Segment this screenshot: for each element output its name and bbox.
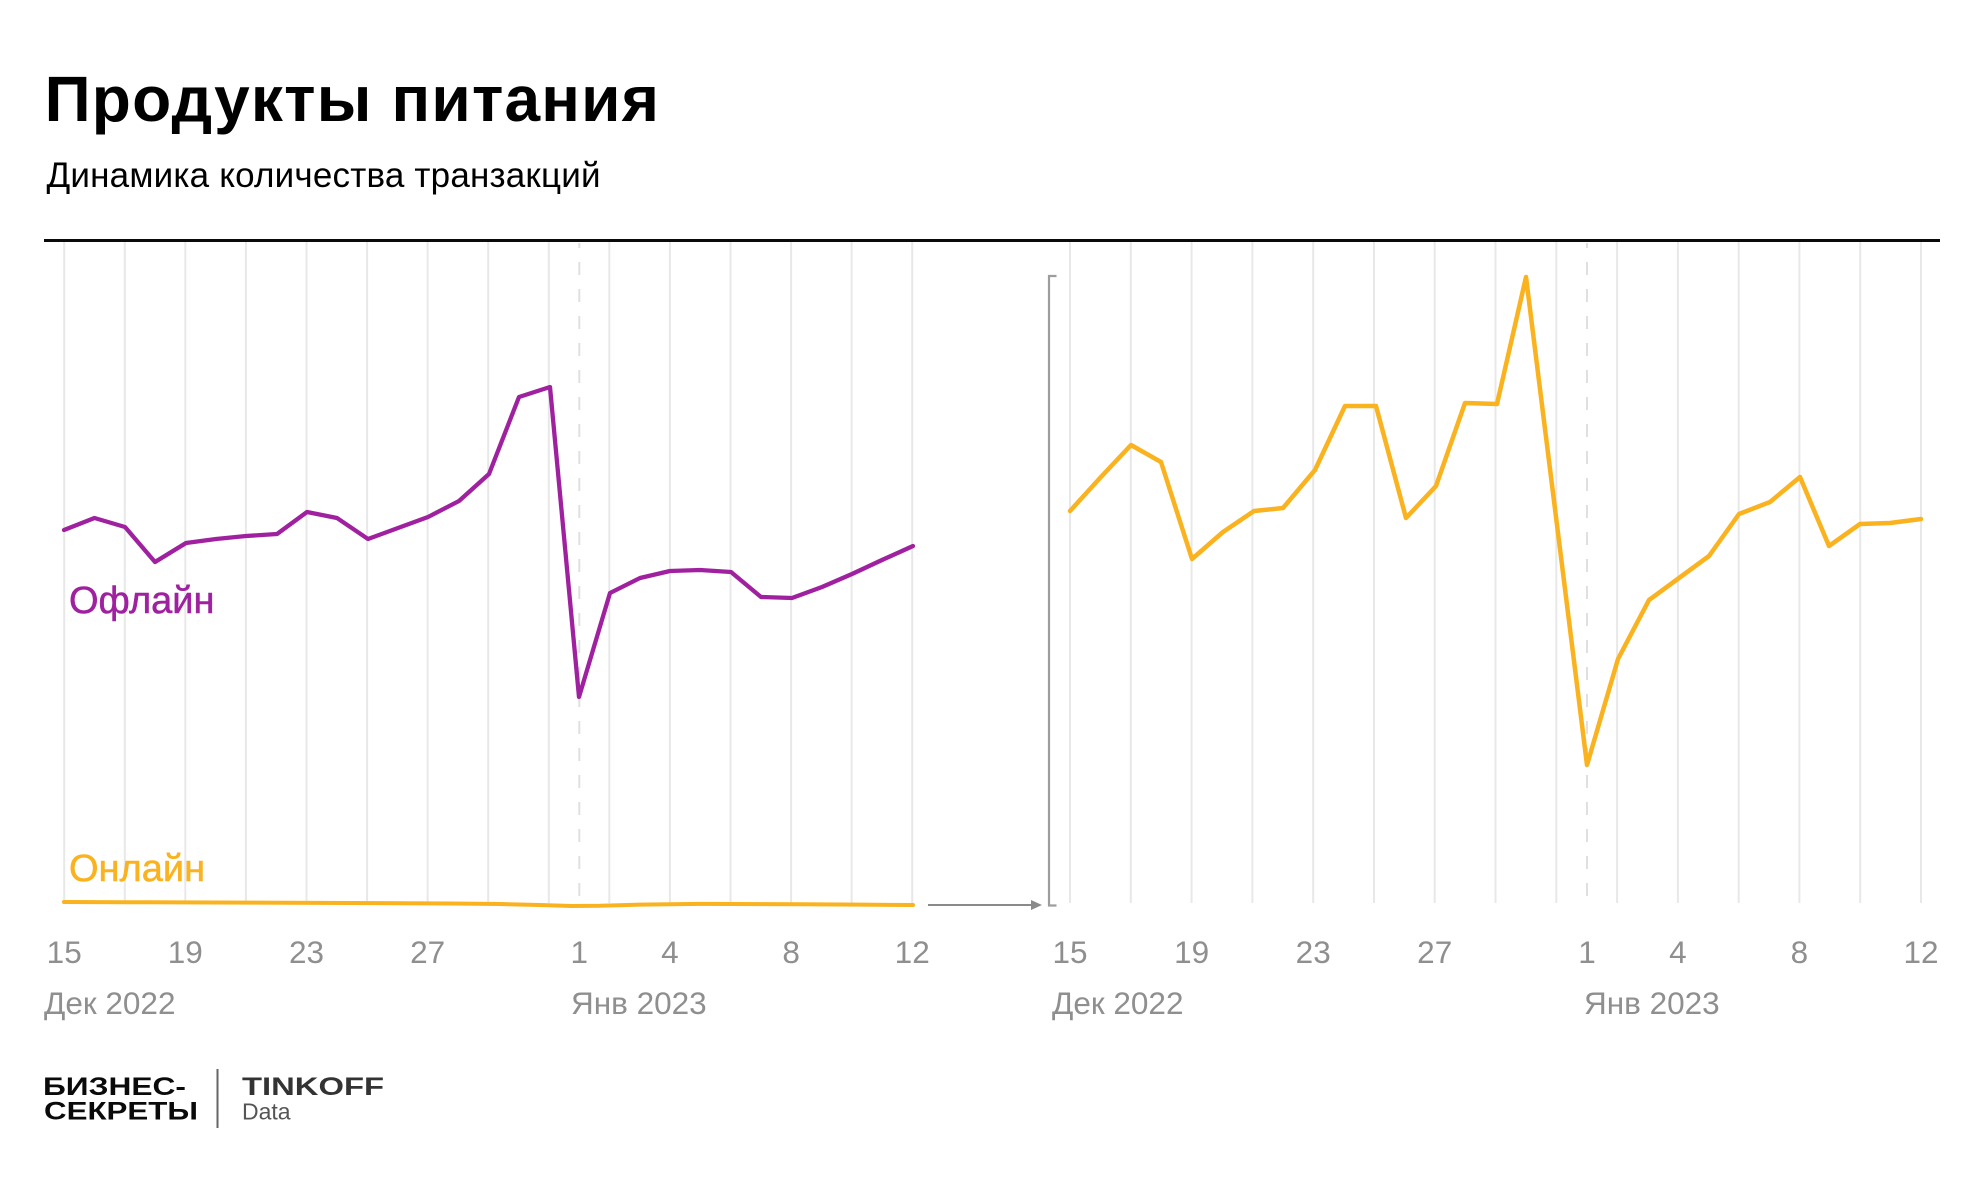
svg-text:Дек 2022: Дек 2022 (44, 985, 175, 1021)
svg-text:12: 12 (895, 934, 930, 970)
svg-text:Динамика количества транзакций: Динамика количества транзакций (47, 156, 601, 195)
svg-text:Дек 2022: Дек 2022 (1052, 985, 1183, 1021)
svg-text:Data: Data (242, 1099, 291, 1125)
svg-text:Офлайн: Офлайн (69, 580, 215, 622)
svg-text:27: 27 (1417, 934, 1452, 970)
svg-text:23: 23 (289, 934, 324, 970)
svg-text:4: 4 (661, 934, 679, 970)
svg-text:Продукты питания: Продукты питания (45, 63, 661, 135)
svg-text:БИЗНЕС-: БИЗНЕС- (43, 1073, 186, 1101)
svg-text:15: 15 (47, 934, 82, 970)
svg-text:23: 23 (1296, 934, 1331, 970)
svg-text:СЕКРЕТЫ: СЕКРЕТЫ (44, 1098, 198, 1126)
svg-text:8: 8 (782, 934, 800, 970)
svg-text:Янв 2023: Янв 2023 (571, 985, 707, 1021)
svg-text:12: 12 (1903, 934, 1938, 970)
svg-text:19: 19 (168, 934, 203, 970)
svg-text:Янв 2023: Янв 2023 (1584, 985, 1720, 1021)
svg-text:1: 1 (571, 934, 589, 970)
svg-text:8: 8 (1791, 934, 1809, 970)
svg-text:TINKOFF: TINKOFF (242, 1073, 384, 1101)
svg-text:15: 15 (1052, 934, 1087, 970)
svg-text:19: 19 (1174, 934, 1209, 970)
svg-text:27: 27 (410, 934, 445, 970)
svg-text:4: 4 (1669, 934, 1687, 970)
svg-text:Онлайн: Онлайн (69, 848, 205, 890)
svg-text:1: 1 (1578, 934, 1596, 970)
